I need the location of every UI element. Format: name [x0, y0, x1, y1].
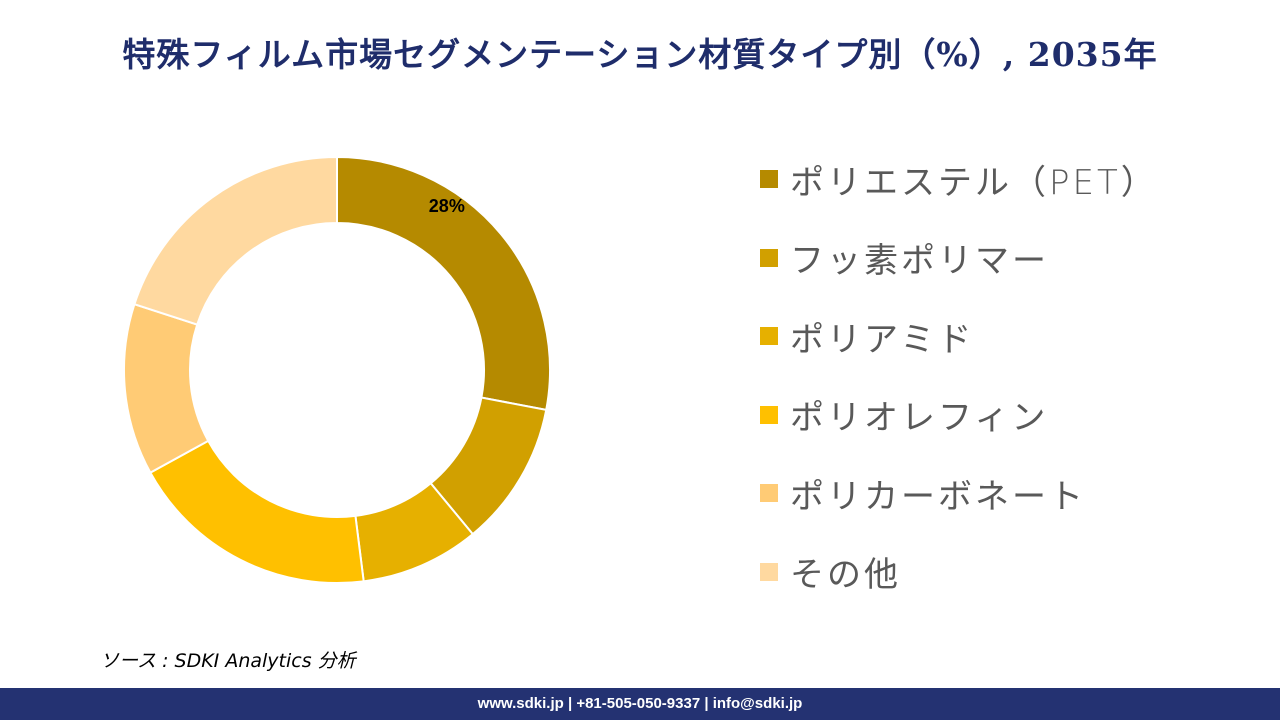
legend-item: ポリアミド — [760, 297, 1158, 376]
legend-label: ポリエステル（PET） — [790, 162, 1158, 203]
legend-item: ポリカーボネート — [760, 454, 1158, 533]
legend-item: ポリエステル（PET） — [760, 140, 1158, 219]
legend-swatch — [760, 405, 778, 424]
donut-segment-1 — [336, 155, 551, 412]
donut-segment-6 — [133, 155, 338, 326]
donut-chart: 28% — [123, 155, 551, 584]
legend-swatch — [760, 327, 778, 346]
chart-title: 特殊フィルム市場セグメンテーション材質タイプ別（%）, 2035年 — [122, 35, 1158, 74]
legend-item: ポリオレフィン — [760, 376, 1158, 455]
data-label: 28% — [429, 196, 465, 216]
legend-item: フッ素ポリマー — [760, 219, 1158, 298]
legend-swatch — [760, 562, 778, 581]
legend-label: ポリカーボネート — [790, 476, 1086, 517]
legend-label: ポリアミド — [790, 319, 975, 360]
source-note: ソース : SDKI Analytics 分析 — [100, 650, 356, 672]
donut-segment-4 — [148, 439, 365, 584]
legend-item: その他 — [760, 533, 1158, 612]
footer-contact: www.sdki.jp | +81-505-050-9337 | info@sd… — [0, 688, 1280, 720]
legend-label: ポリオレフィン — [790, 398, 1049, 439]
legend-swatch — [760, 248, 778, 267]
legend-swatch — [760, 170, 778, 189]
legend-swatch — [760, 484, 778, 503]
legend: ポリエステル（PET） フッ素ポリマー ポリアミドポリオレフィン ポリカーボネート その… — [760, 140, 1158, 611]
donut-segment-5 — [123, 302, 210, 474]
legend-label: その他 — [790, 555, 901, 596]
legend-label: フッ素ポリマー — [790, 241, 1049, 282]
